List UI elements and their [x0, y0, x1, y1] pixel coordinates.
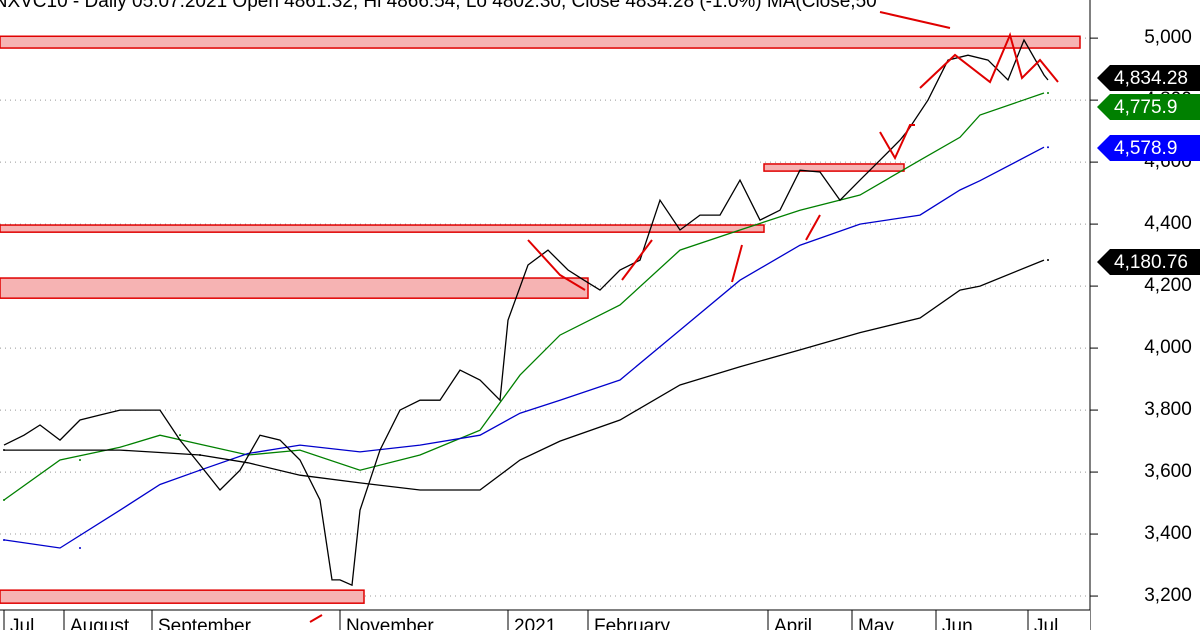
zone [0, 277, 589, 299]
ma-point [79, 458, 81, 461]
x-tick-label: Jul [10, 616, 34, 630]
line [3, 92, 1045, 501]
y-tick-label: 4,000 [1144, 337, 1192, 358]
y-tick-label: 5,000 [1144, 27, 1192, 48]
annotation-line [919, 31, 1059, 89]
annotations [309, 11, 1059, 623]
ma-point [1047, 91, 1049, 94]
annotation-arrow [309, 614, 323, 623]
zone [0, 35, 1081, 49]
zone [0, 589, 365, 604]
line [3, 146, 1045, 549]
y-tick-label: 3,400 [1144, 523, 1192, 544]
annotation-arrow [621, 239, 653, 281]
ma-point [1047, 146, 1049, 149]
price-tag-bg [1097, 249, 1200, 275]
annotation-line [527, 239, 586, 291]
x-tick-label: November [346, 616, 434, 630]
ma-point [3, 498, 5, 501]
x-tick-label: 2021 [514, 616, 556, 630]
line [4, 259, 1045, 491]
annotation-arrow [731, 244, 743, 283]
ma-point [79, 547, 81, 550]
x-axis-strip [0, 610, 1090, 630]
annotation-arrow [879, 11, 951, 29]
y-tick-label: 4,400 [1144, 213, 1192, 234]
ma-point [199, 454, 201, 457]
y-tick-label: 4,200 [1144, 275, 1192, 296]
zone [763, 163, 905, 172]
x-tick-label: April [774, 616, 812, 630]
ma-point [199, 469, 201, 472]
x-tick-label: September [158, 616, 252, 630]
x-tick-label: Jul [1034, 616, 1058, 630]
y-tick-label: 3,600 [1144, 461, 1192, 482]
x-tick-label: May [858, 616, 894, 630]
price-tag: 4,775.9 [1114, 97, 1177, 118]
price-tag-bg [1097, 135, 1200, 161]
y-tick-label: 3,200 [1144, 585, 1192, 606]
ma-point [3, 449, 5, 452]
annotation-line [879, 124, 915, 161]
zone [0, 224, 765, 233]
ma-point [3, 538, 5, 541]
y-tick-label: 3,800 [1144, 399, 1192, 420]
annotation-arrow [805, 214, 821, 241]
price-tag: 4,834.28 [1114, 68, 1188, 89]
price-tag-bg [1097, 94, 1200, 120]
ma-point [1047, 259, 1049, 262]
price-tag: 4,578.9 [1114, 138, 1177, 159]
price-tag-bg [1097, 65, 1200, 91]
chart-title: HNXVC10 - Daily 05.07.2021 Open 4861.32,… [0, 0, 877, 12]
x-tick-label: February [594, 616, 671, 630]
x-tick-label: August [70, 616, 130, 630]
ma-point [179, 434, 181, 437]
x-tick-label: Jun [942, 616, 973, 630]
price-tag: 4,180.76 [1114, 252, 1188, 273]
